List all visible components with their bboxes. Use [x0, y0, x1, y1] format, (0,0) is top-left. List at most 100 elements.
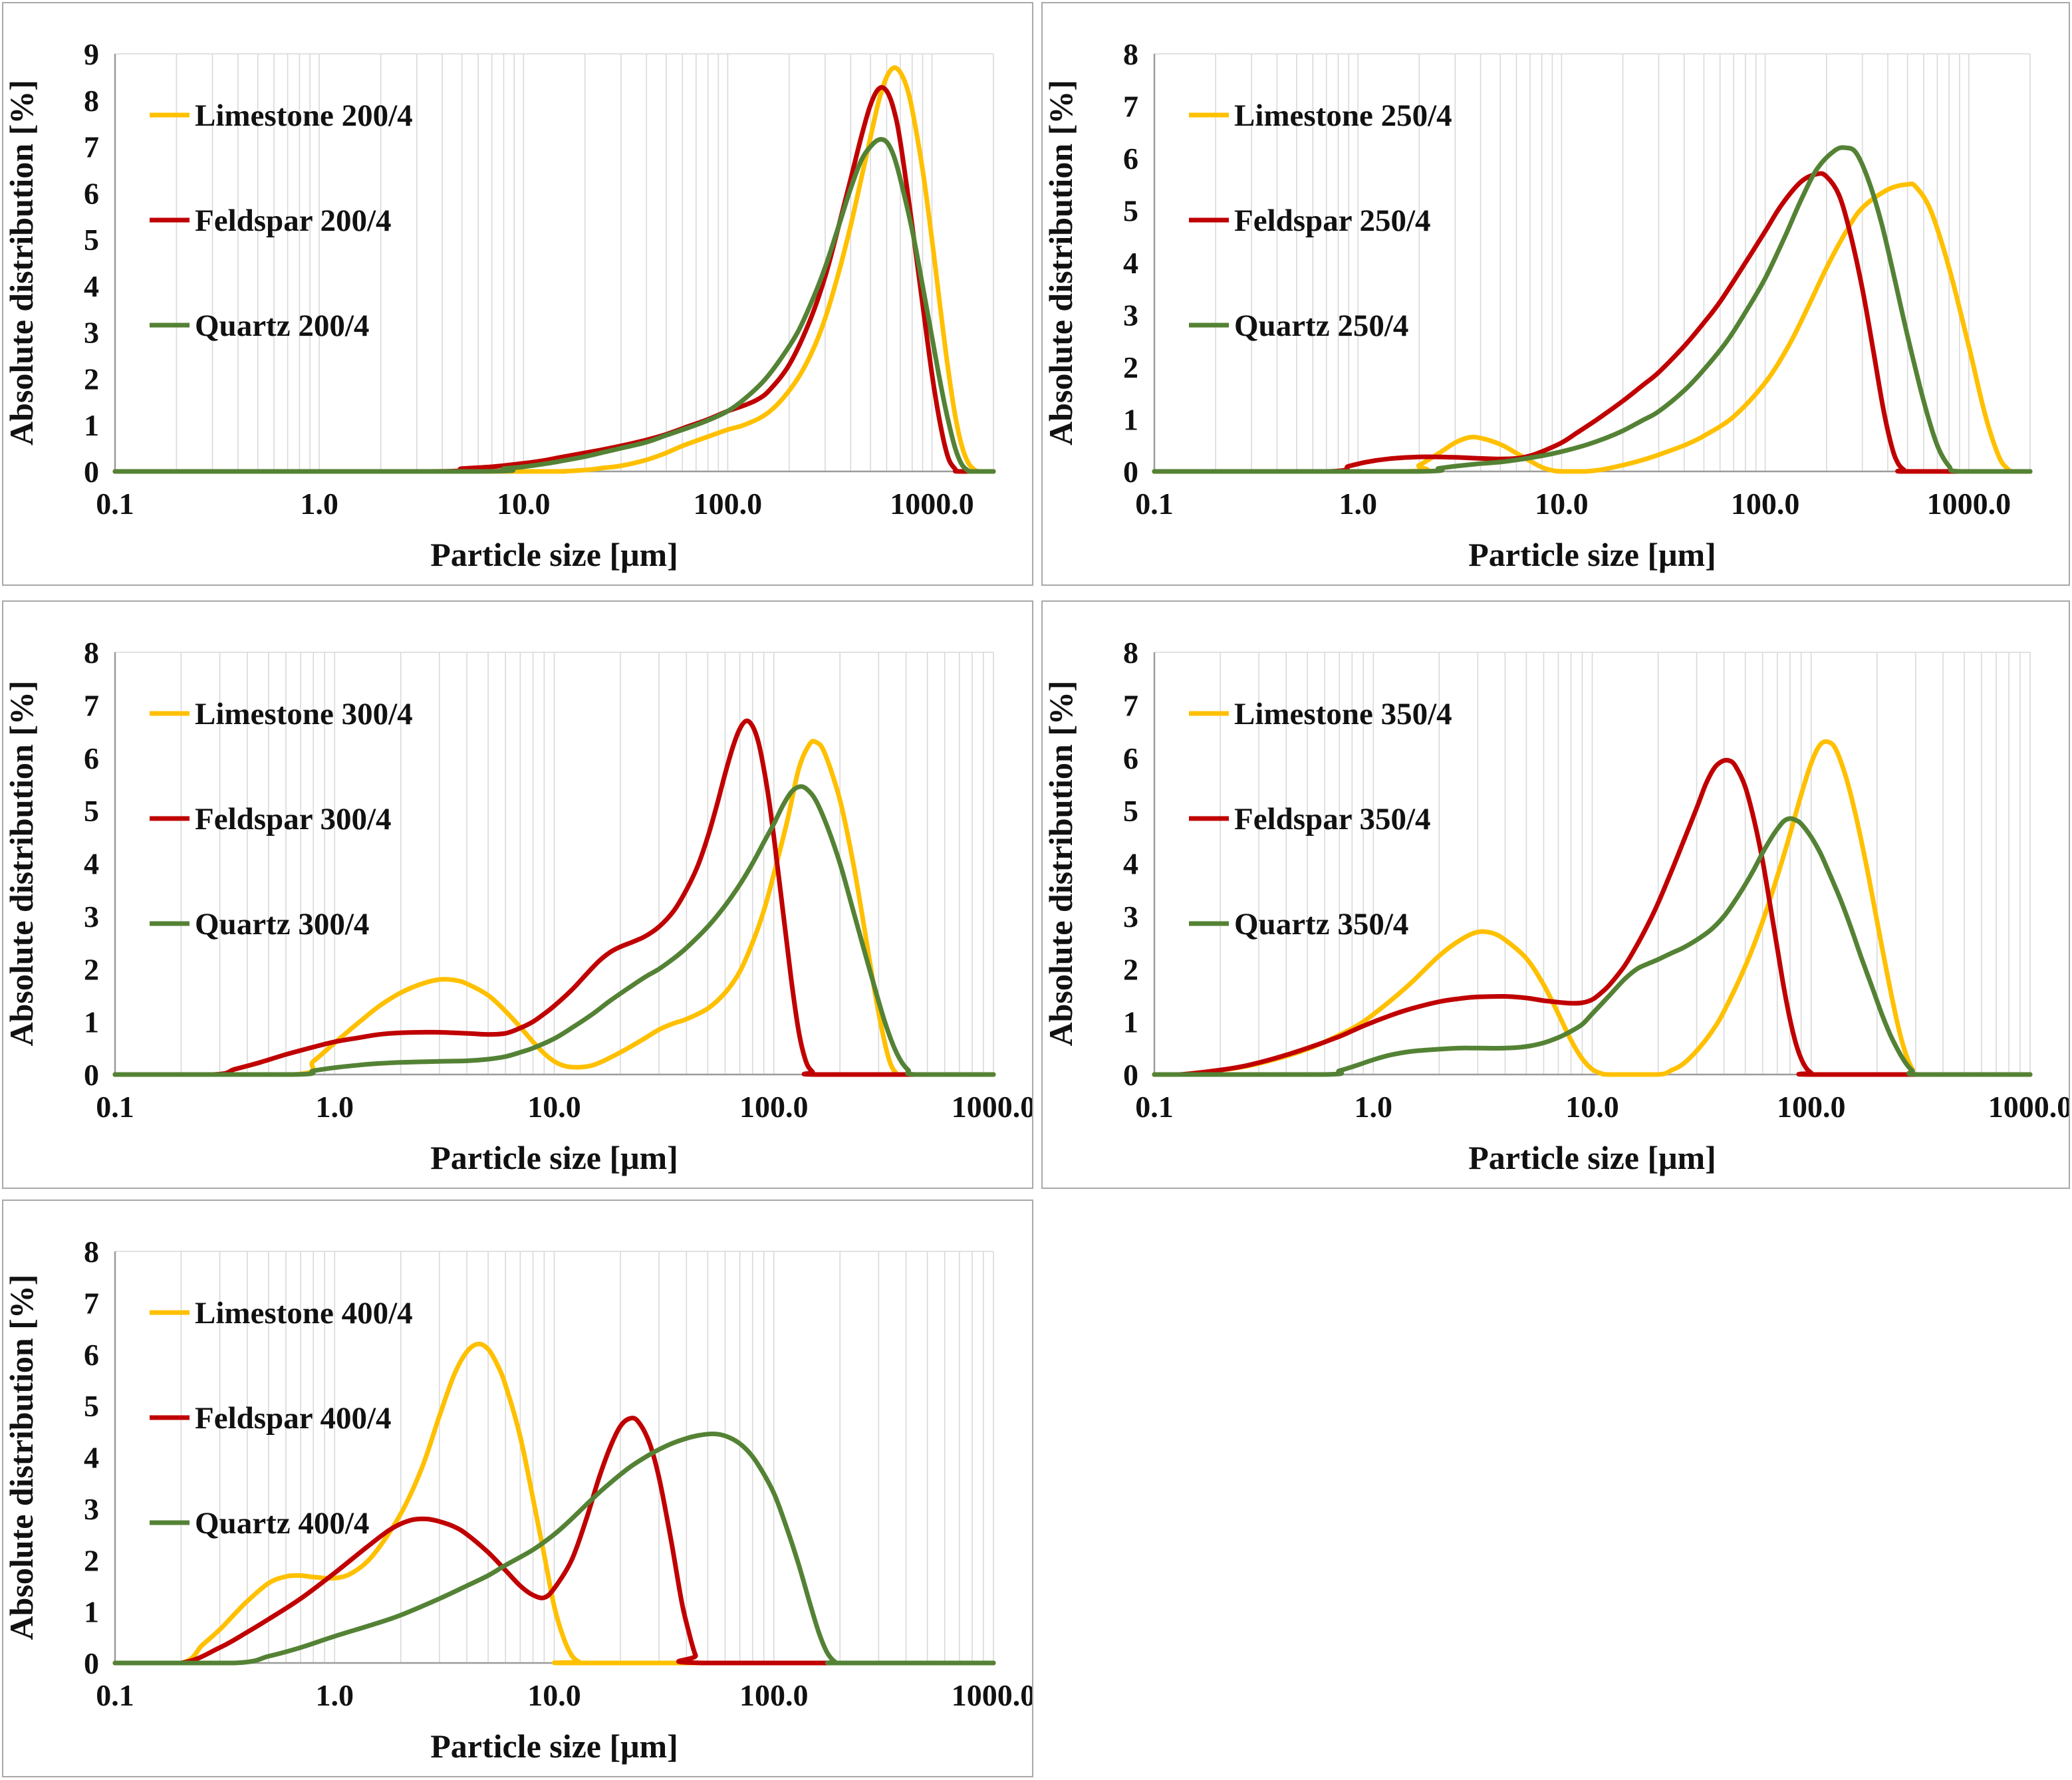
x-axis-title: Particle size [μm] — [430, 536, 678, 573]
y-tick-label: 5 — [1123, 794, 1138, 828]
legend-label-quartz-400-4: Quartz 400/4 — [195, 1506, 369, 1541]
y-tick-label: 1 — [84, 1005, 99, 1039]
series-line-quartz-200-4 — [112, 137, 996, 474]
series-line-limestone-250-4 — [1152, 181, 2033, 474]
x-tick-label: 0.1 — [96, 487, 134, 521]
chart-300-4: 0 1 2 3 4 5 6 7 8 0.1 1.0 10.0 100.0 1000.0 Particle s… — [3, 636, 1032, 1176]
x-tick-label: 100.0 — [739, 1678, 809, 1712]
legend-label-limestone-250-4: Limestone 250/4 — [1234, 98, 1452, 133]
chart-350-4: 0 1 2 3 4 5 6 7 8 0.1 1.0 10.0 100.0 1000.0 Particle s… — [1043, 636, 2069, 1176]
x-tick-label: 10.0 — [527, 1678, 581, 1712]
y-axis-title: Absolute distribution [%] — [3, 1274, 40, 1640]
y-tick-label: 3 — [84, 1492, 99, 1526]
x-tick-label: 0.1 — [96, 1090, 134, 1124]
y-tick-label: 4 — [84, 847, 99, 881]
y-axis-title: Absolute distribution [%] — [1043, 80, 1079, 445]
x-tick-label: 100.0 — [739, 1090, 809, 1124]
y-tick-label: 5 — [84, 223, 99, 257]
legend-label-feldspar-200-4: Feldspar 200/4 — [195, 203, 392, 238]
y-tick-label: 6 — [84, 176, 99, 210]
x-tick-label: 1.0 — [1355, 1090, 1393, 1124]
legend-label-feldspar-250-4: Feldspar 250/4 — [1234, 203, 1431, 238]
legend-label-quartz-350-4: Quartz 350/4 — [1234, 907, 1408, 942]
y-axis-title: Absolute distribution [%] — [1043, 680, 1079, 1046]
y-tick-label: 2 — [84, 362, 99, 396]
chart-panel-300-4: 0 1 2 3 4 5 6 7 8 0.1 1.0 10.0 100.0 1000.0 Particle s… — [2, 600, 1033, 1189]
x-tick-label: 1000.0 — [952, 1678, 1032, 1712]
y-tick-label: 3 — [84, 316, 99, 350]
x-tick-label: 0.1 — [1135, 1090, 1174, 1124]
x-tick-label: 100.0 — [1777, 1090, 1846, 1124]
x-axis-title: Particle size [μm] — [430, 1727, 678, 1765]
chart-panel-400-4: 0 1 2 3 4 5 6 7 8 0.1 1.0 10.0 100.0 1000.0 Particle s… — [2, 1200, 1033, 1777]
y-tick-label: 6 — [1123, 741, 1138, 775]
x-tick-label: 1000.0 — [1927, 487, 2011, 521]
y-tick-label: 9 — [84, 37, 99, 71]
series-line-quartz-250-4 — [1152, 145, 2033, 474]
y-tick-label: 1 — [84, 408, 99, 442]
y-tick-label: 7 — [84, 688, 99, 722]
y-tick-label: 8 — [84, 1235, 99, 1269]
series-line-limestone-300-4 — [112, 739, 996, 1077]
legend-label-limestone-400-4: Limestone 400/4 — [195, 1296, 413, 1331]
chart-panel-350-4: 0 1 2 3 4 5 6 7 8 0.1 1.0 10.0 100.0 1000.0 Particle s… — [1041, 600, 2070, 1189]
y-tick-label: 1 — [1123, 403, 1138, 437]
x-tick-label: 1000.0 — [890, 487, 974, 521]
y-tick-label: 2 — [1123, 350, 1138, 384]
y-tick-label: 7 — [84, 130, 99, 164]
y-tick-label: 3 — [84, 900, 99, 934]
x-axis-title: Particle size [μm] — [1468, 536, 1716, 573]
y-tick-label: 5 — [1123, 194, 1138, 228]
y-tick-label: 0 — [84, 1058, 99, 1092]
y-tick-label: 7 — [1123, 90, 1138, 124]
y-tick-label: 7 — [84, 1286, 99, 1320]
y-tick-label: 6 — [84, 1338, 99, 1372]
legend-label-feldspar-300-4: Feldspar 300/4 — [195, 802, 392, 836]
chart-panel-250-4: 0 1 2 3 4 5 6 7 8 0.1 1.0 10.0 100.0 1000.0 Particle s… — [1041, 2, 2070, 586]
x-tick-label: 1.0 — [300, 487, 338, 521]
series-line-feldspar-200-4 — [112, 85, 996, 474]
x-tick-label: 1000.0 — [1988, 1090, 2069, 1124]
legend-label-quartz-300-4: Quartz 300/4 — [195, 907, 369, 942]
series-line-quartz-350-4 — [1152, 816, 2033, 1077]
x-tick-label: 1.0 — [316, 1678, 354, 1712]
y-tick-label: 7 — [1123, 688, 1138, 722]
y-axis-title: Absolute distribution [%] — [3, 80, 40, 445]
y-tick-label: 3 — [1123, 299, 1138, 332]
y-tick-label: 8 — [84, 84, 99, 118]
chart-200-4: 0 1 2 3 4 5 6 7 8 9 0.1 1.0 10.0 100.0 1000.0 Particle … — [3, 37, 996, 573]
y-tick-label: 1 — [1123, 1005, 1138, 1039]
y-tick-label: 0 — [1123, 1058, 1138, 1092]
legend-label-quartz-250-4: Quartz 250/4 — [1234, 309, 1408, 343]
legend-label-limestone-350-4: Limestone 350/4 — [1234, 697, 1452, 731]
y-tick-label: 5 — [84, 1389, 99, 1423]
y-tick-label: 6 — [1123, 142, 1138, 176]
y-tick-label: 8 — [1123, 37, 1138, 71]
x-tick-label: 1000.0 — [952, 1090, 1032, 1124]
y-tick-label: 0 — [84, 1646, 99, 1680]
y-tick-label: 4 — [1123, 847, 1138, 881]
y-tick-label: 0 — [84, 455, 99, 489]
x-tick-label: 100.0 — [694, 487, 763, 521]
x-tick-label: 10.0 — [527, 1090, 581, 1124]
legend-label-feldspar-400-4: Feldspar 400/4 — [195, 1401, 392, 1436]
x-tick-label: 10.0 — [497, 487, 551, 521]
x-tick-label: 0.1 — [1135, 487, 1174, 521]
series-line-limestone-350-4 — [1152, 739, 2033, 1077]
x-tick-label: 10.0 — [1535, 487, 1589, 521]
x-tick-label: 1.0 — [316, 1090, 354, 1124]
y-tick-label: 4 — [84, 269, 99, 303]
x-tick-label: 0.1 — [96, 1678, 134, 1712]
legend-label-quartz-200-4: Quartz 200/4 — [195, 309, 369, 343]
legend-label-limestone-300-4: Limestone 300/4 — [195, 697, 413, 731]
series-line-quartz-300-4 — [112, 784, 996, 1077]
y-tick-label: 2 — [84, 952, 99, 986]
series-line-feldspar-250-4 — [1152, 171, 2033, 474]
legend-label-limestone-200-4: Limestone 200/4 — [195, 98, 413, 133]
series-line-feldspar-400-4 — [112, 1416, 996, 1666]
legend-label-feldspar-350-4: Feldspar 350/4 — [1234, 802, 1431, 836]
y-tick-label: 5 — [84, 794, 99, 828]
y-tick-label: 0 — [1123, 455, 1138, 489]
y-tick-label: 2 — [1123, 952, 1138, 986]
y-tick-label: 3 — [1123, 900, 1138, 934]
